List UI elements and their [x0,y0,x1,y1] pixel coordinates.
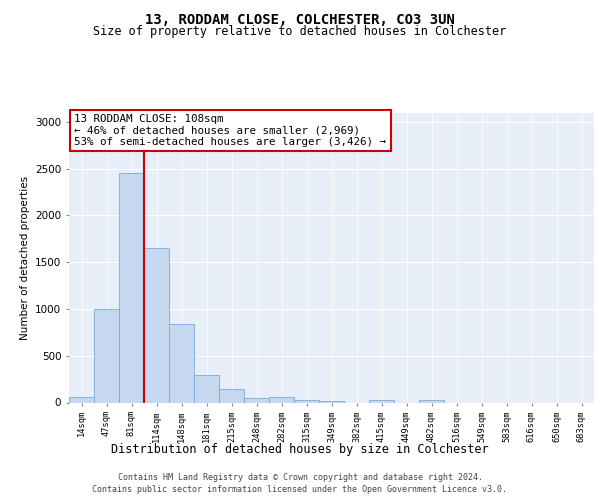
Text: Contains public sector information licensed under the Open Government Licence v3: Contains public sector information licen… [92,485,508,494]
Bar [119,174,144,402]
Text: 13, RODDAM CLOSE, COLCHESTER, CO3 3UN: 13, RODDAM CLOSE, COLCHESTER, CO3 3UN [145,12,455,26]
Bar [419,400,444,402]
Bar [144,248,169,402]
Bar [319,400,344,402]
Bar [69,397,94,402]
Text: Distribution of detached houses by size in Colchester: Distribution of detached houses by size … [111,442,489,456]
Bar [294,400,319,402]
Bar [169,324,194,402]
Text: 13 RODDAM CLOSE: 108sqm
← 46% of detached houses are smaller (2,969)
53% of semi: 13 RODDAM CLOSE: 108sqm ← 46% of detache… [74,114,386,147]
Bar [244,398,269,402]
Bar [94,309,119,402]
Bar [219,390,244,402]
Bar [194,375,219,402]
Bar [269,398,294,402]
Text: Size of property relative to detached houses in Colchester: Size of property relative to detached ho… [94,25,506,38]
Bar [369,400,394,402]
Y-axis label: Number of detached properties: Number of detached properties [20,176,29,340]
Text: Contains HM Land Registry data © Crown copyright and database right 2024.: Contains HM Land Registry data © Crown c… [118,472,482,482]
